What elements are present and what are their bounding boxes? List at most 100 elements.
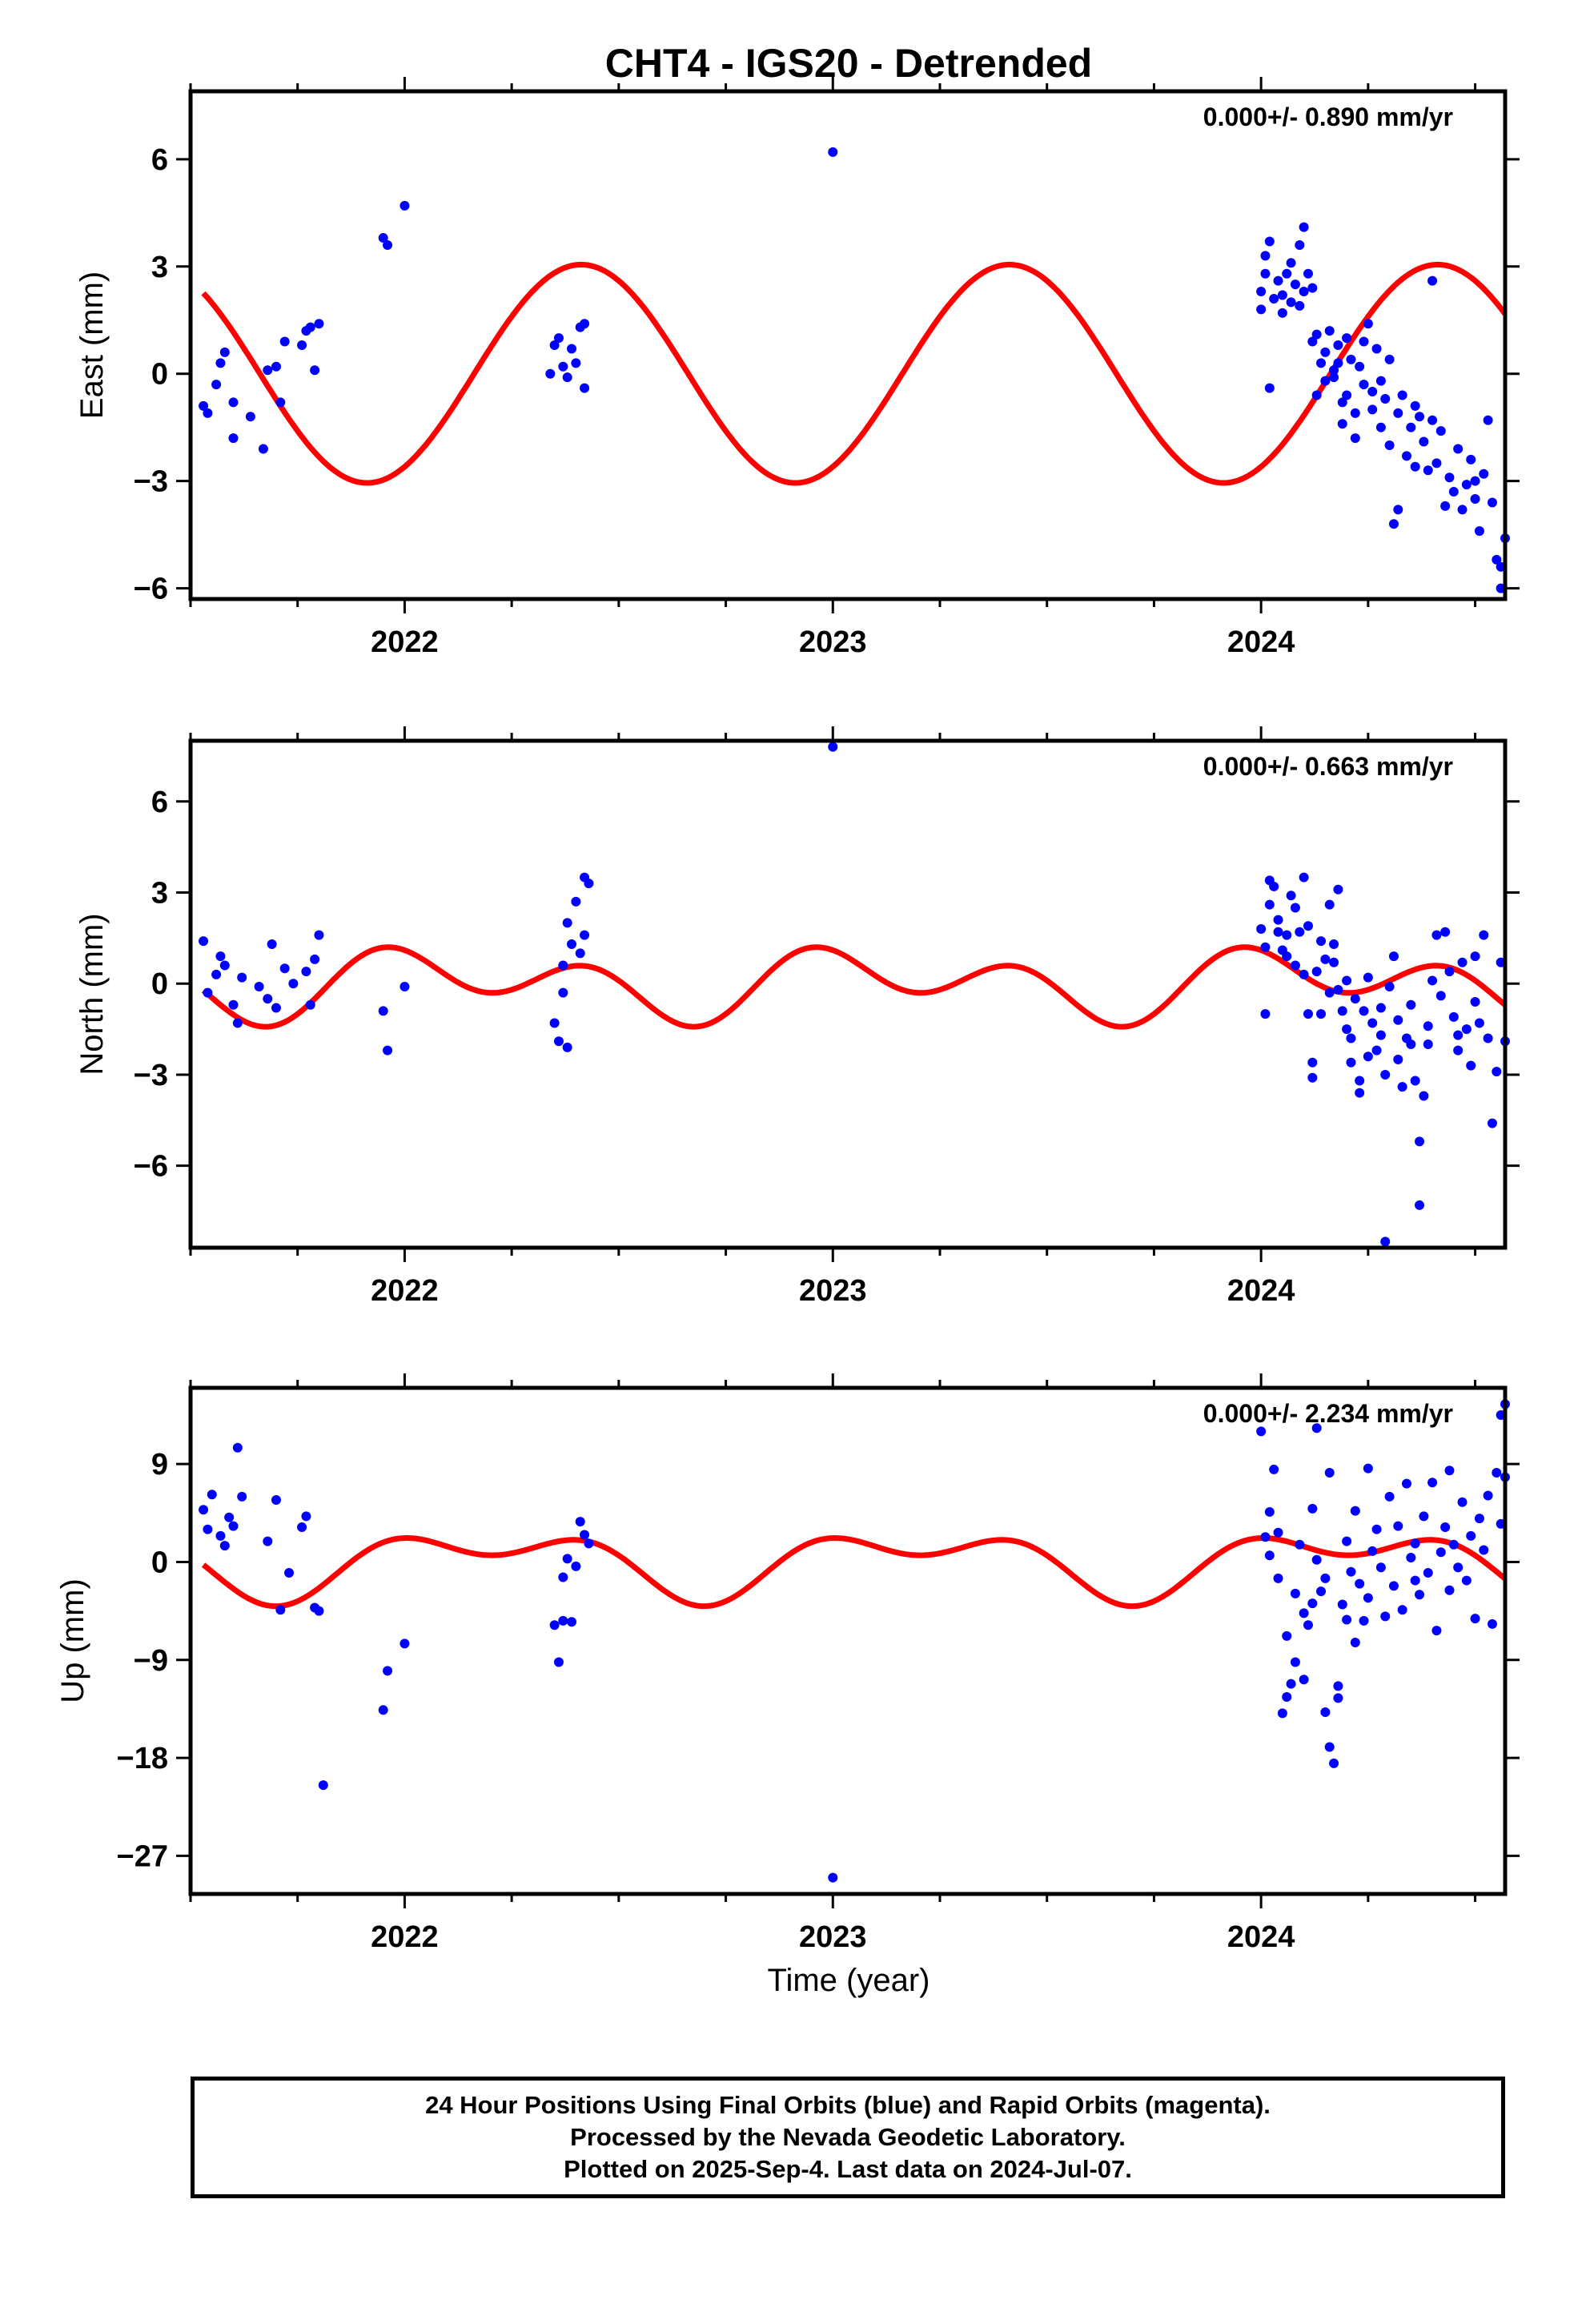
data-point <box>1401 451 1411 461</box>
data-point <box>828 147 838 157</box>
data-point <box>1299 1608 1309 1618</box>
data-point <box>400 200 410 211</box>
data-point <box>1415 1136 1425 1147</box>
data-point <box>575 1517 585 1527</box>
data-point <box>558 960 568 971</box>
data-point <box>1329 372 1339 383</box>
data-point <box>263 1536 273 1546</box>
data-point <box>310 954 320 964</box>
data-point <box>1435 1547 1446 1558</box>
data-point <box>1355 1578 1365 1589</box>
data-point <box>1346 1566 1356 1577</box>
data-point <box>1290 1588 1300 1598</box>
data-point <box>562 918 572 928</box>
data-point <box>1363 972 1373 983</box>
data-point <box>1448 487 1459 497</box>
data-point <box>1316 358 1327 368</box>
data-point <box>562 372 572 383</box>
y-axis-label: East (mm) <box>74 271 110 419</box>
y-tick-label: −6 <box>134 573 168 606</box>
data-point <box>1440 927 1451 937</box>
data-point <box>1256 1426 1267 1437</box>
data-point <box>1453 1030 1464 1040</box>
data-point <box>1350 1638 1360 1648</box>
data-point <box>1342 333 1352 344</box>
y-axis-label: North (mm) <box>74 913 110 1075</box>
data-point <box>1269 1464 1279 1474</box>
y-tick-label: 6 <box>151 143 168 177</box>
data-point <box>1277 290 1287 300</box>
up-panel: 2022 2023 2024 9 0 −9 −18 −27 Up (mm) 0.000+/- 2.… <box>55 1373 1520 1954</box>
data-point <box>254 982 264 992</box>
data-point <box>1380 1236 1391 1247</box>
data-point <box>1337 1599 1347 1610</box>
data-point <box>1423 465 1433 476</box>
data-point <box>1324 1742 1335 1752</box>
data-point <box>567 344 577 354</box>
data-point <box>1388 519 1399 529</box>
data-point <box>203 1524 213 1534</box>
data-point <box>558 361 568 372</box>
data-point <box>215 358 226 368</box>
data-point <box>1457 957 1468 967</box>
data-point <box>1320 1707 1331 1718</box>
rate-label: 0.000+/- 0.890 mm/yr <box>1203 103 1453 131</box>
data-point <box>1256 287 1267 297</box>
data-point <box>297 1522 307 1532</box>
data-point <box>1329 1758 1339 1768</box>
data-point <box>1329 365 1339 376</box>
data-point <box>199 936 209 947</box>
data-point <box>1346 1057 1356 1068</box>
data-point <box>1282 951 1292 962</box>
data-point <box>219 960 230 971</box>
data-point <box>318 1780 328 1791</box>
data-point <box>1273 275 1283 286</box>
data-point <box>558 987 568 998</box>
data-point <box>1286 297 1296 308</box>
data-point <box>279 336 290 347</box>
data-point <box>828 1872 838 1883</box>
data-point <box>314 319 324 329</box>
y-tick-label: 0 <box>151 967 168 1001</box>
data-point <box>1350 994 1360 1004</box>
data-point <box>1290 1657 1300 1667</box>
data-point <box>1316 1009 1327 1019</box>
data-point <box>1307 283 1318 293</box>
east-panel: 2022 2023 2024 6 3 0 −3 −6 East (mm) 0.000+/- 0.8… <box>74 77 1520 659</box>
data-point <box>1359 336 1369 347</box>
data-point <box>567 939 577 949</box>
model-curve <box>201 261 1508 486</box>
data-point <box>1359 1006 1369 1016</box>
data-point <box>1479 1545 1489 1555</box>
data-point <box>1286 891 1296 901</box>
data-point <box>1461 1575 1472 1586</box>
data-point <box>1260 1009 1271 1019</box>
data-point <box>1393 1015 1403 1025</box>
data-point <box>1470 996 1480 1007</box>
data-point <box>1303 1009 1313 1019</box>
data-point <box>1282 268 1292 279</box>
data-point <box>310 365 320 376</box>
data-point <box>1393 408 1403 418</box>
data-point <box>562 1554 572 1564</box>
data-point <box>228 397 239 408</box>
data-point <box>1384 354 1395 364</box>
data-point <box>1299 222 1309 232</box>
data-point <box>580 930 590 940</box>
data-point <box>1479 468 1489 479</box>
data-point <box>1388 951 1399 962</box>
data-point <box>1375 422 1386 432</box>
data-point <box>1316 936 1327 947</box>
data-point <box>828 742 838 752</box>
data-point <box>1444 1466 1455 1476</box>
data-point <box>203 987 213 998</box>
data-point <box>1435 426 1446 436</box>
plot-frame <box>188 1385 1508 1896</box>
data-point <box>1299 872 1309 883</box>
data-point <box>1303 268 1313 279</box>
data-point <box>1397 1082 1407 1092</box>
data-point <box>1483 415 1493 425</box>
data-point <box>219 1541 230 1551</box>
data-point <box>215 1530 226 1541</box>
data-point <box>275 1605 286 1615</box>
